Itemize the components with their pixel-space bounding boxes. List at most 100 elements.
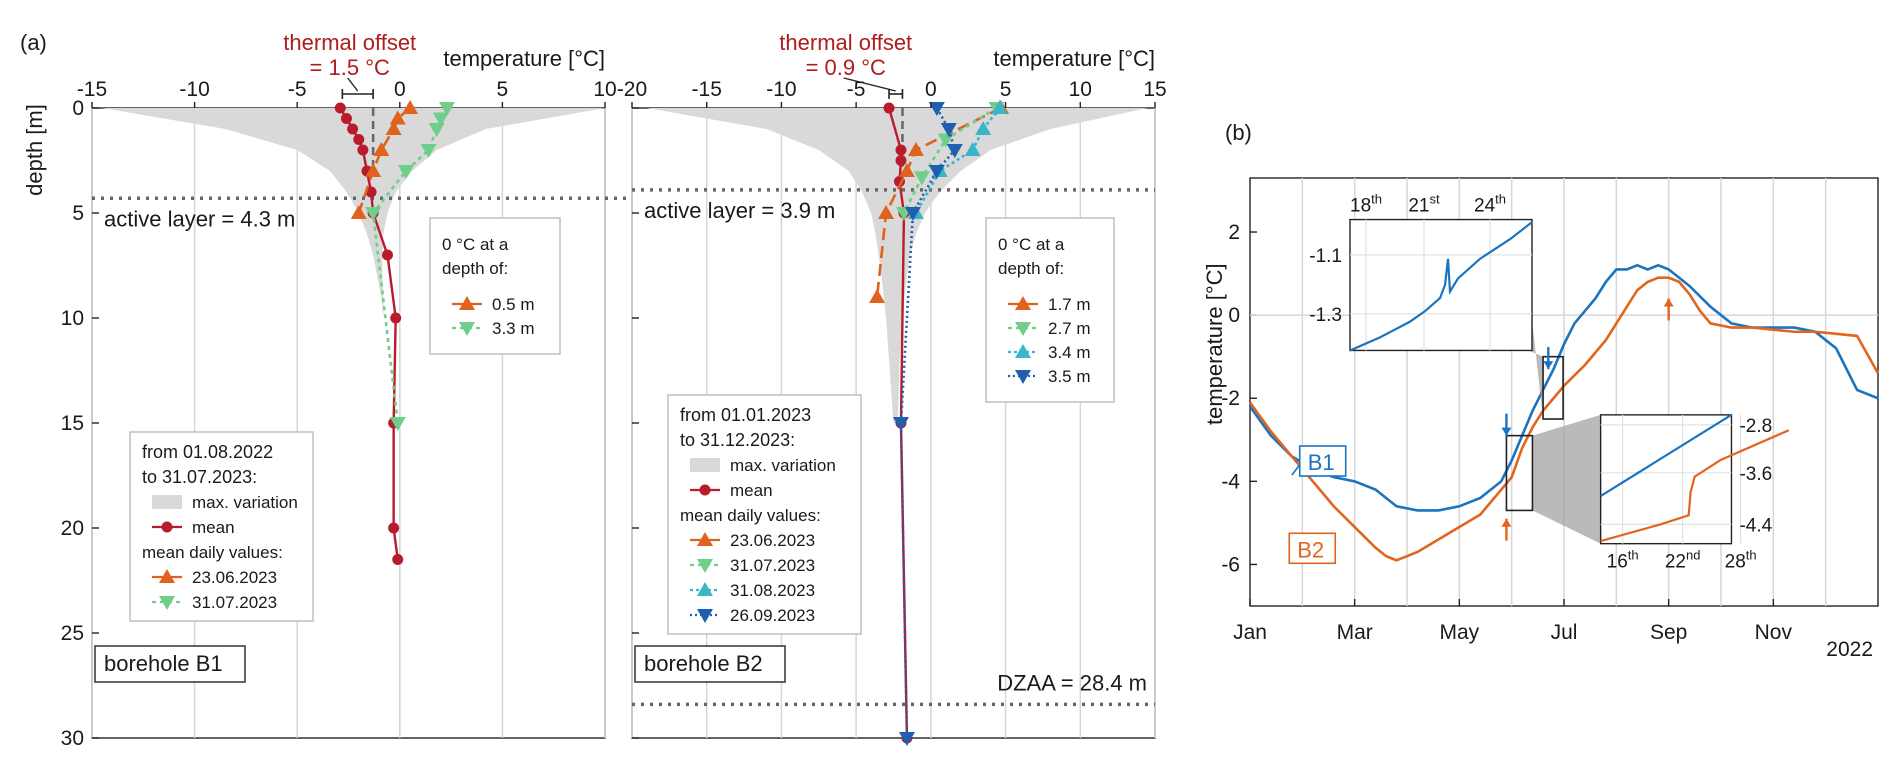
- zero-legend-entry: 2.7 m: [1048, 319, 1091, 338]
- legend-entry: 31.08.2023: [730, 581, 815, 600]
- ts-series-B2: [1248, 276, 1880, 562]
- offset-pointer: [843, 77, 896, 92]
- point-23.06.2023: [898, 163, 915, 177]
- legend-variation-swatch: [690, 458, 720, 472]
- point-31.07.2023: [397, 165, 414, 179]
- point-mean: [334, 102, 346, 114]
- point-31.07.2023: [438, 102, 455, 116]
- inset-y-tick-label: -1.3: [1309, 305, 1342, 326]
- x-tick-label: -10: [766, 78, 796, 101]
- active-layer-label: active layer = 3.9 m: [644, 198, 835, 223]
- x-tick-label: 15: [1143, 78, 1166, 101]
- point-26.09.2023: [904, 207, 921, 221]
- zero-legend-entry: 0.5 m: [492, 295, 535, 314]
- ts-series-B1: [1248, 263, 1879, 512]
- zero-legend-entry: 3.4 m: [1048, 343, 1091, 362]
- point-31.07.2023: [432, 112, 449, 127]
- point-31.07.2023: [389, 417, 406, 431]
- point-26.09.2023: [898, 732, 915, 746]
- zero-legend-marker: [1015, 322, 1031, 336]
- zero-legend-box: [985, 217, 1115, 403]
- borehole-label: borehole B2: [644, 651, 763, 676]
- legend-variation: max. variation: [192, 493, 298, 512]
- legend-marker: [159, 569, 175, 583]
- ts-x-tick-label: Jan: [1233, 621, 1267, 644]
- zero-legend-entry: 3.5 m: [1048, 367, 1091, 386]
- y-tick-label: 30: [61, 727, 84, 750]
- y-axis-title: depth [m]: [22, 104, 47, 196]
- series-line-23.06.2023: [357, 107, 411, 214]
- thermal-offset-value: = 1.5 °C: [310, 55, 390, 80]
- b2-label-box: [1288, 532, 1337, 565]
- point-mean: [392, 554, 404, 565]
- panel-b-label: (b): [1225, 120, 1252, 145]
- point-26.09.2023: [946, 144, 963, 158]
- x-tick-label: 0: [394, 78, 406, 101]
- point-31.07.2023: [365, 207, 382, 221]
- ts-year-label: 2022: [1826, 638, 1873, 661]
- b1-label-pointer: [1291, 464, 1301, 476]
- y-tick-label: 20: [61, 517, 84, 540]
- b2-label: B2: [1297, 537, 1324, 562]
- point-31.07.2023: [937, 133, 954, 148]
- zoom-box: [1542, 355, 1564, 420]
- legend-text: to 31.07.2023:: [142, 467, 257, 487]
- zero-legend-marker: [1015, 296, 1031, 310]
- zero-legend-marker: [1015, 370, 1031, 384]
- legend-entry: 26.09.2023: [730, 606, 815, 625]
- zero-legend-text: depth of:: [442, 259, 508, 278]
- legend-entry: 31.07.2023: [192, 593, 277, 612]
- point-31.08.2023: [964, 142, 981, 156]
- zero-legend-entry: 1.7 m: [1048, 295, 1091, 314]
- legend-marker: [159, 596, 175, 610]
- thermal-offset-label: thermal offset: [779, 30, 912, 55]
- legend-mean: mean: [192, 518, 235, 537]
- zero-legend-text: 0 °C at a: [442, 235, 509, 254]
- ts-x-tick-label: Sep: [1650, 621, 1687, 644]
- plot-frame: [91, 107, 606, 739]
- zero-legend-marker: [459, 322, 475, 336]
- legend-mean-marker: [161, 521, 173, 533]
- x-tick-label: -20: [617, 78, 647, 101]
- inset-y-tick-label: -1.1: [1309, 246, 1342, 267]
- legend-entry: 23.06.2023: [192, 568, 277, 587]
- event-arrowhead: [1543, 361, 1554, 370]
- x-tick-label: -15: [692, 78, 722, 101]
- x-tick-label: 10: [1069, 78, 1092, 101]
- point-23.06.2023: [869, 289, 886, 303]
- inset-frame: [1349, 218, 1533, 352]
- point-31.08.2023: [991, 100, 1008, 114]
- legend-marker: [697, 609, 713, 623]
- ts-y-tick-label: -2: [1221, 387, 1240, 410]
- point-mean: [357, 144, 369, 156]
- point-26.09.2023: [928, 165, 945, 179]
- legend-mean-marker: [699, 484, 711, 496]
- y-tick-label: 0: [72, 97, 84, 120]
- y-tick-label: 25: [61, 622, 84, 645]
- point-mean: [390, 312, 402, 324]
- legend-variation-swatch: [152, 495, 182, 509]
- ts-y-axis-title: temperature [°C]: [1202, 263, 1227, 425]
- point-mean: [388, 522, 400, 534]
- point-mean: [365, 186, 377, 198]
- point-23.06.2023: [878, 205, 895, 219]
- zero-legend-marker: [1015, 344, 1031, 358]
- point-mean: [883, 102, 895, 114]
- point-mean: [347, 123, 359, 135]
- zero-legend-marker: [459, 296, 475, 310]
- ts-x-tick-label: Jul: [1551, 621, 1578, 644]
- timeseries-chart: -6 -4 -2 0 2 Jan Mar May Jul Sep Nov 2022 temperatur…: [1202, 177, 1880, 661]
- point-31.08.2023: [975, 121, 992, 135]
- ts-x-tick-label: Mar: [1337, 621, 1373, 644]
- x-tick-label: 0: [925, 78, 937, 101]
- borehole-label-box: [634, 645, 786, 683]
- active-layer-label: active layer = 4.3 m: [104, 206, 295, 231]
- legend-entry: 23.06.2023: [730, 531, 815, 550]
- ts-y-tick-label: -4: [1221, 470, 1240, 493]
- point-31.07.2023: [428, 123, 445, 137]
- zoom-box: [1505, 434, 1534, 512]
- legend-marker: [697, 559, 713, 573]
- point-23.06.2023: [385, 121, 402, 135]
- zero-legend-box: [429, 217, 561, 355]
- x-tick-label: -15: [77, 78, 107, 101]
